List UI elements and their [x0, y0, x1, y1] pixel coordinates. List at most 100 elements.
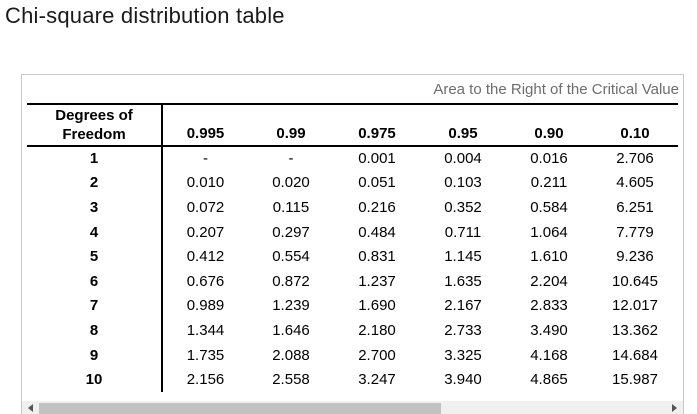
value-cell: 3.325: [444, 346, 482, 364]
value-cell: 3.247: [358, 371, 396, 389]
value-cell: 2.167: [444, 297, 482, 315]
value-cell: 14.684: [612, 346, 658, 364]
value-cell: 0.103: [444, 174, 482, 192]
value-cell: 1.145: [444, 248, 482, 266]
value-cell: 15.987: [612, 371, 658, 389]
value-cell: 7.779: [616, 223, 654, 241]
column-header: 0.99: [276, 125, 306, 142]
table-row: 8 1.344 1.646 2.180 2.733 3.490 13.362: [27, 318, 678, 343]
table-row: 6 0.676 0.872 1.237 1.635 2.204 10.645: [27, 268, 678, 294]
table-row: 10 2.156 2.558 3.247 3.940 4.865 15.987: [27, 367, 678, 392]
value-cell: 12.017: [612, 297, 658, 315]
value-cell: 4.168: [530, 346, 568, 364]
table-row: 5 0.412 0.554 0.831 1.145 1.610 9.236: [27, 244, 678, 269]
value-cell: 3.940: [444, 371, 482, 389]
chi-square-table: Degrees of Freedom 0.995 0.99 0.975 0.95 0.9…: [27, 103, 678, 392]
value-cell: 6.251: [616, 198, 654, 216]
table-row: 1 - - 0.001 0.004 0.016 2.706: [27, 146, 678, 171]
value-cell: 2.706: [616, 150, 654, 168]
value-cell: 10.645: [612, 272, 658, 290]
value-cell: 1.064: [530, 223, 568, 241]
value-cell: 0.051: [358, 174, 396, 192]
df-header-line-1: Degrees of: [55, 107, 133, 124]
df-cell: 5: [27, 244, 163, 269]
value-cell: 1.646: [272, 321, 310, 339]
table-body: 1 - - 0.001 0.004 0.016 2.706 2 0.010 0.020 0.051 0…: [27, 146, 678, 392]
page-title: Chi-square distribution table: [5, 3, 285, 28]
value-cell: 0.554: [272, 248, 310, 266]
df-header-line-2: Freedom: [62, 126, 126, 143]
value-cell: 0.584: [530, 198, 568, 216]
value-cell: 0.297: [272, 223, 310, 241]
table-row: 4 0.207 0.297 0.484 0.711 1.064 7.779: [27, 219, 678, 245]
value-cell: 0.020: [272, 174, 310, 192]
value-cell: 0.676: [186, 272, 225, 290]
value-cell: -: [203, 150, 208, 168]
value-cell: 1.237: [358, 272, 396, 290]
scroll-right-button[interactable]: [666, 401, 683, 414]
column-header-degrees-of-freedom: Degrees of Freedom: [27, 104, 163, 146]
value-cell: 1.690: [358, 297, 396, 315]
value-cell: 0.989: [186, 297, 225, 315]
value-cell: 0.072: [186, 198, 225, 216]
value-cell: 0.216: [358, 198, 396, 216]
value-cell: 2.558: [272, 371, 310, 389]
column-header: 0.90: [534, 125, 564, 142]
value-cell: 0.711: [444, 223, 482, 241]
value-cell: 2.180: [358, 321, 396, 339]
value-cell: 0.484: [358, 223, 396, 241]
value-cell: 1.635: [444, 272, 482, 290]
column-header: 0.10: [620, 125, 650, 142]
value-cell: 4.865: [530, 371, 568, 389]
scroll-right-arrow-icon: [672, 403, 677, 412]
df-cell: 3: [27, 195, 163, 220]
value-cell: 1.735: [186, 346, 225, 364]
value-cell: 1.610: [530, 248, 568, 266]
scrollbar-thumb[interactable]: [39, 403, 441, 414]
value-cell: 2.700: [358, 346, 396, 364]
df-cell: 9: [27, 342, 163, 368]
column-header: 0.995: [186, 125, 225, 142]
scroll-left-button[interactable]: [22, 401, 39, 414]
df-cell: 1: [27, 146, 163, 171]
value-cell: 9.236: [616, 248, 654, 266]
df-cell: 7: [27, 293, 163, 319]
value-cell: 0.211: [530, 174, 568, 192]
table-header: Degrees of Freedom 0.995 0.99 0.975 0.95 0.9…: [27, 104, 678, 146]
value-cell: 0.115: [272, 198, 310, 216]
table-row: 7 0.989 1.239 1.690 2.167 2.833 12.017: [27, 293, 678, 319]
value-cell: 0.004: [444, 150, 482, 168]
value-cell: 1.239: [272, 297, 310, 315]
column-header: 0.975: [358, 125, 396, 142]
table-corner-label: Area to the Right of the Critical Value: [433, 81, 679, 98]
value-cell: 2.088: [272, 346, 310, 364]
df-cell: 6: [27, 268, 163, 294]
value-cell: 0.872: [272, 272, 310, 290]
value-cell: -: [288, 150, 294, 168]
value-cell: 2.204: [530, 272, 568, 290]
value-cell: 0.010: [186, 174, 225, 192]
table-row: 2 0.010 0.020 0.051 0.103 0.211 4.605: [27, 170, 678, 196]
df-cell: 4: [27, 219, 163, 245]
value-cell: 0.831: [358, 248, 396, 266]
value-cell: 3.490: [530, 321, 568, 339]
chi-square-table-panel: Area to the Right of the Critical Value …: [21, 74, 684, 414]
value-cell: 0.207: [186, 223, 225, 241]
value-cell: 2.733: [444, 321, 482, 339]
value-cell: 0.412: [186, 248, 225, 266]
value-cell: 0.352: [444, 198, 482, 216]
value-cell: 4.605: [616, 174, 654, 192]
value-cell: 13.362: [612, 321, 658, 339]
df-cell: 10: [27, 367, 163, 392]
value-cell: 2.833: [530, 297, 568, 315]
df-cell: 8: [27, 318, 163, 343]
value-cell: 1.344: [186, 321, 225, 339]
horizontal-scrollbar[interactable]: [22, 401, 683, 414]
column-header: 0.95: [448, 125, 478, 142]
value-cell: 0.016: [530, 150, 568, 168]
table-row: 3 0.072 0.115 0.216 0.352 0.584 6.251: [27, 195, 678, 220]
value-cell: 2.156: [186, 371, 225, 389]
table-row: 9 1.735 2.088 2.700 3.325 4.168 14.684: [27, 342, 678, 368]
scroll-left-arrow-icon: [28, 403, 33, 412]
value-cell: 0.001: [358, 150, 396, 168]
